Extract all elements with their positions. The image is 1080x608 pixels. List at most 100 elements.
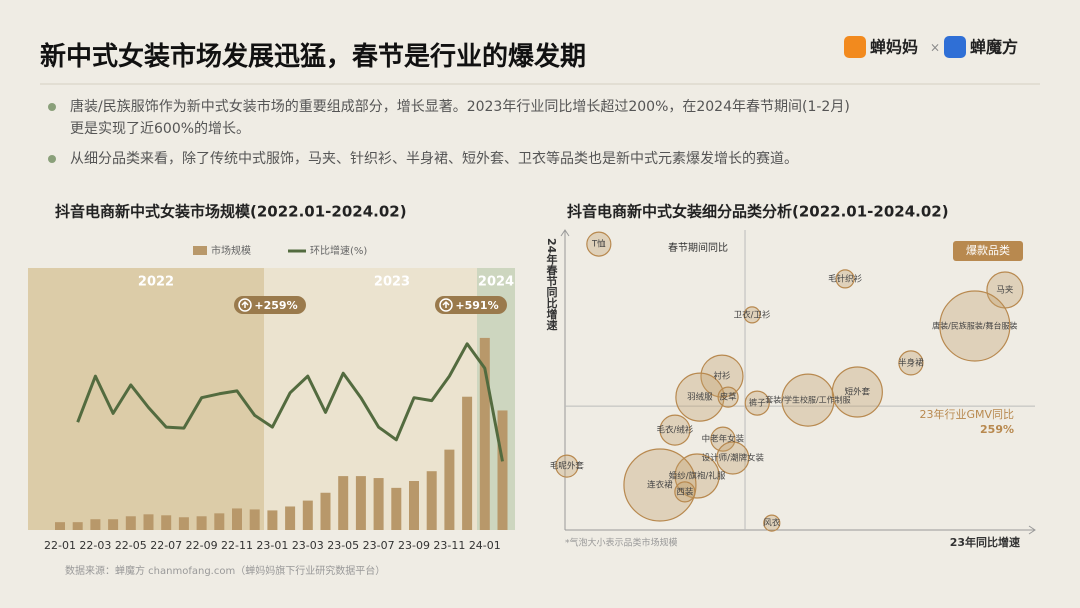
logo-x: × (930, 41, 940, 55)
bar (338, 476, 349, 530)
x-tick-label: 23-09 (398, 539, 430, 552)
bubble-label: 中老年女装 (702, 434, 745, 445)
legend-label: 环比增速(%) (310, 244, 367, 257)
bar (426, 471, 437, 530)
bubble-label: 毛衣/绒衫 (657, 425, 694, 436)
bubble-label: 短外套 (845, 387, 871, 398)
bar (125, 516, 136, 530)
bullet: 从细分品类来看，除了传统中式服饰，马夹、针织衫、半身裙、短外套、卫衣等品类也是新… (48, 148, 850, 170)
bubble-label: 马夹 (996, 285, 1014, 296)
bar (72, 522, 83, 530)
bubble (763, 514, 781, 532)
bubble (623, 448, 697, 522)
slide-title: 新中式女装市场发展迅猛，春节是行业的爆发期 (40, 42, 587, 72)
logo-icon (944, 36, 966, 58)
period-label: 2023 (374, 275, 410, 290)
bubble (939, 290, 1011, 362)
bubble (674, 481, 696, 503)
annotation-badge (234, 296, 306, 314)
bubble-label: 西装 (676, 486, 694, 497)
bar (355, 476, 366, 530)
bar (285, 506, 296, 530)
bubble-label: 唐装/民族服装/舞台服装 (932, 321, 1017, 331)
bar (178, 517, 189, 530)
period-label: 2024 (478, 275, 514, 290)
bar (249, 509, 260, 530)
x-axis-label: 23年同比增速 (950, 535, 1020, 549)
bubble-label: 皮草 (720, 392, 738, 403)
bubble (717, 386, 739, 408)
annotation: 春节期间同比 (668, 241, 728, 254)
x-tick-label: 23-11 (433, 539, 465, 552)
x-tick-label: 22-07 (150, 539, 182, 552)
legend-box (953, 241, 1023, 261)
bubble (744, 390, 770, 416)
bar (108, 519, 119, 530)
bubble-label: 衬衫 (713, 371, 731, 382)
bar (320, 492, 331, 530)
x-tick-label: 23-05 (327, 539, 359, 552)
annotation: +259% (254, 299, 297, 312)
bubble-label: 毛呢外套 (550, 461, 585, 472)
bar (444, 449, 455, 530)
annotation-icon (241, 300, 249, 308)
bar (55, 522, 65, 530)
bubble-label: 连衣裙 (647, 480, 673, 491)
annotation: 爆款品类 (966, 243, 1010, 257)
period-band (28, 268, 264, 530)
bubble (716, 441, 750, 475)
annotation: 259% (980, 423, 1014, 436)
x-tick-label: 24-01 (469, 539, 501, 552)
bubble-label: 毛针织衫 (828, 273, 863, 284)
bar (497, 410, 508, 530)
bubble-label: 卫衣/卫衫 (734, 309, 771, 320)
x-tick-label: 22-03 (79, 539, 111, 552)
bar (196, 516, 207, 530)
bar (214, 513, 225, 530)
x-tick-label: 22-01 (44, 539, 76, 552)
x-tick-label: 22-11 (221, 539, 253, 552)
line (76, 342, 504, 462)
bullet: 唐装/民族服饰作为新中式女装市场的重要组成部分，增长显著。2023年行业同比增长… (48, 96, 850, 140)
bubble-label: 裤子 (749, 398, 767, 409)
bar (302, 500, 313, 530)
bubble (586, 231, 612, 257)
bubble (898, 350, 924, 376)
legend-label: 市场规模 (211, 244, 251, 257)
annotation-icon (238, 298, 252, 312)
x-tick-label: 22-05 (115, 539, 147, 552)
annotation-icon (439, 298, 453, 312)
bubble (555, 454, 579, 478)
x-tick-label: 22-09 (186, 539, 218, 552)
x-tick-label: 23-01 (256, 539, 288, 552)
period-label: 2022 (138, 275, 174, 290)
x-tick-label: 23-03 (292, 539, 324, 552)
axis (560, 229, 1036, 535)
legend-swatch (193, 246, 207, 255)
bar (373, 478, 384, 530)
source: 数据来源：蝉魔方 chanmofang.com（蝉妈妈旗下行业研究数据平台） (65, 564, 385, 577)
chart-title: 抖音电商新中式女装市场规模(2022.01-2024.02) (55, 203, 407, 221)
bar (462, 396, 473, 530)
bubble (835, 269, 855, 289)
annotation: 23年行业GMV同比 (919, 407, 1014, 421)
annotation-badge (435, 296, 507, 314)
annotation-icon (442, 300, 450, 308)
bar (143, 514, 154, 530)
bar (267, 510, 278, 530)
bar (391, 487, 402, 530)
y-axis-label: 24年春节同比增速 (545, 238, 558, 331)
bar (161, 515, 172, 530)
bar (90, 519, 101, 530)
x-tick-label: 23-07 (363, 539, 395, 552)
bubble-label: 半身裙 (898, 357, 924, 368)
logo: 蝉妈妈 (870, 38, 918, 57)
bubble (700, 354, 744, 398)
bubble-label: T恤 (591, 239, 606, 250)
bubble (675, 372, 725, 422)
bubble (674, 453, 720, 499)
bubble-label: 风衣 (763, 518, 781, 529)
logo-icon (844, 36, 866, 58)
